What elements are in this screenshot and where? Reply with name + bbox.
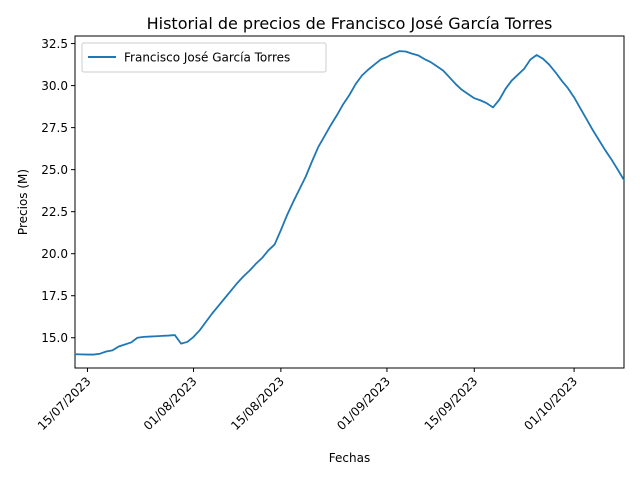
plot-area <box>74 35 625 369</box>
legend: Francisco José García Torres <box>81 42 327 73</box>
y-tick-label: 25.0 <box>41 163 68 177</box>
y-tick-label: 32.5 <box>41 37 68 51</box>
y-tick-label: 15.0 <box>41 331 68 345</box>
x-axis-label: Fechas <box>329 451 370 465</box>
y-tick-label: 30.0 <box>41 79 68 93</box>
y-tick-label: 27.5 <box>41 121 68 135</box>
y-tick-label: 17.5 <box>41 289 68 303</box>
legend-label: Francisco José García Torres <box>124 51 290 65</box>
y-axis: 15.0 17.5 20.0 22.5 25.0 27.5 30.0 32.5 <box>41 37 75 345</box>
y-tick-label: 22.5 <box>41 205 68 219</box>
series-line-0 <box>74 50 625 356</box>
y-axis-label: Precios (M) <box>16 169 30 235</box>
chart-title: Historial de precios de Francisco José G… <box>147 14 553 33</box>
y-tick-label: 20.0 <box>41 247 68 261</box>
legend-box <box>81 42 327 73</box>
series-layer <box>74 50 625 356</box>
